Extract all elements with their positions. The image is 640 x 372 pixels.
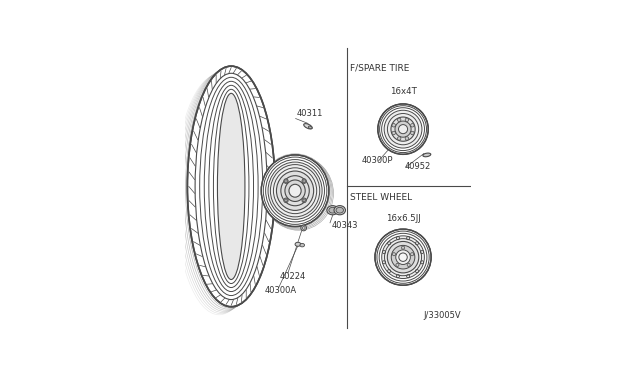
Ellipse shape — [289, 184, 301, 197]
Text: STEEL WHEEL: STEEL WHEEL — [350, 193, 412, 202]
Ellipse shape — [285, 180, 287, 183]
Ellipse shape — [302, 179, 307, 183]
Ellipse shape — [268, 162, 322, 219]
Ellipse shape — [391, 246, 415, 269]
Text: 40312: 40312 — [202, 239, 228, 248]
Ellipse shape — [285, 199, 287, 202]
Text: 40300P: 40300P — [266, 170, 298, 179]
Ellipse shape — [411, 124, 414, 127]
Text: 16x4T: 16x4T — [390, 87, 417, 96]
Ellipse shape — [336, 207, 344, 213]
Ellipse shape — [407, 263, 410, 266]
Ellipse shape — [411, 253, 413, 256]
Ellipse shape — [392, 131, 396, 135]
Ellipse shape — [392, 253, 396, 256]
Ellipse shape — [396, 263, 399, 266]
Text: 40300A: 40300A — [264, 286, 296, 295]
Ellipse shape — [399, 125, 408, 134]
Ellipse shape — [303, 180, 305, 183]
Ellipse shape — [261, 155, 329, 227]
Ellipse shape — [334, 206, 346, 215]
Text: J/33005V: J/33005V — [423, 311, 461, 320]
Text: 40312M: 40312M — [202, 246, 235, 254]
Ellipse shape — [301, 225, 307, 231]
Text: 16x6.5JJ: 16x6.5JJ — [386, 214, 420, 223]
Ellipse shape — [285, 180, 305, 202]
Ellipse shape — [304, 124, 312, 129]
Ellipse shape — [303, 199, 305, 202]
Ellipse shape — [392, 124, 396, 127]
Ellipse shape — [375, 229, 431, 285]
Ellipse shape — [396, 250, 410, 264]
Text: F/SPARE TIRE: F/SPARE TIRE — [350, 64, 410, 73]
Text: 40952: 40952 — [404, 163, 431, 171]
Ellipse shape — [405, 118, 408, 122]
Ellipse shape — [276, 171, 314, 211]
Ellipse shape — [423, 153, 431, 157]
Text: 40300: 40300 — [266, 164, 292, 173]
Ellipse shape — [395, 121, 411, 137]
Ellipse shape — [411, 131, 414, 135]
Ellipse shape — [327, 206, 339, 215]
Ellipse shape — [378, 104, 428, 154]
Text: 40343: 40343 — [332, 221, 358, 230]
Text: 40300: 40300 — [388, 275, 415, 283]
Ellipse shape — [387, 241, 419, 273]
Ellipse shape — [384, 110, 422, 148]
Ellipse shape — [405, 137, 408, 140]
Ellipse shape — [218, 93, 245, 279]
Ellipse shape — [397, 118, 401, 122]
Ellipse shape — [381, 236, 424, 279]
Ellipse shape — [329, 207, 336, 213]
Ellipse shape — [284, 179, 288, 183]
Text: 40224: 40224 — [279, 272, 305, 280]
Ellipse shape — [302, 198, 307, 203]
Ellipse shape — [401, 246, 404, 249]
Ellipse shape — [295, 242, 301, 246]
Ellipse shape — [399, 253, 407, 262]
Ellipse shape — [300, 243, 305, 247]
Ellipse shape — [188, 66, 275, 307]
Text: 40300P: 40300P — [362, 156, 394, 165]
Ellipse shape — [397, 137, 401, 140]
Ellipse shape — [284, 198, 288, 203]
Ellipse shape — [391, 117, 415, 141]
Ellipse shape — [308, 126, 312, 129]
Text: 40311: 40311 — [296, 109, 323, 118]
